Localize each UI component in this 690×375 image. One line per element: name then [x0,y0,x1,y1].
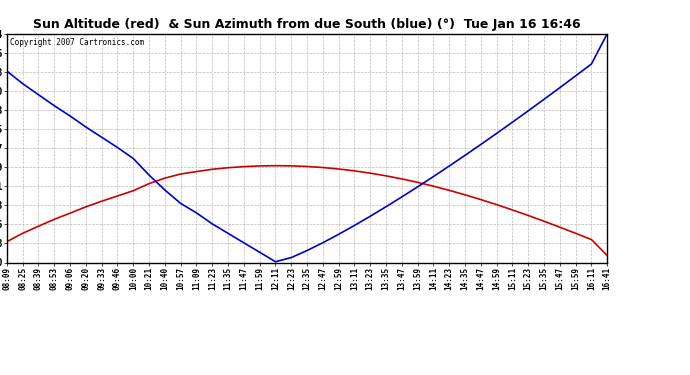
Title: Sun Altitude (red)  & Sun Azimuth from due South (blue) (°)  Tue Jan 16 16:46: Sun Altitude (red) & Sun Azimuth from du… [33,18,581,31]
Text: Copyright 2007 Cartronics.com: Copyright 2007 Cartronics.com [10,38,144,47]
